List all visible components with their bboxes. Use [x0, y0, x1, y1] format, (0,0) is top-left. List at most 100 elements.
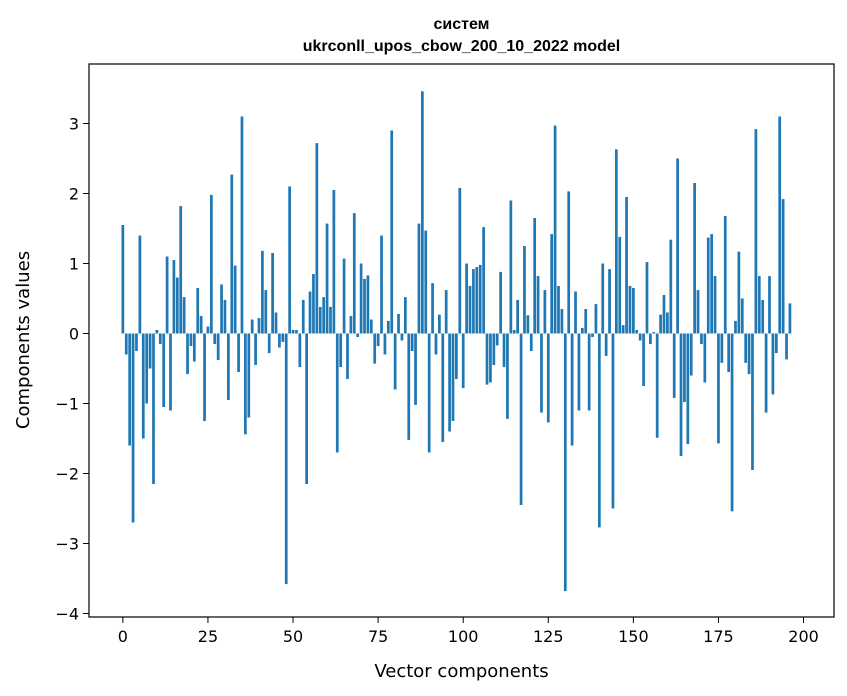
bar — [427, 333, 431, 453]
bar — [655, 333, 659, 438]
y-tick-label: −1 — [55, 395, 79, 414]
bar — [594, 304, 598, 334]
bar — [301, 299, 305, 334]
bar — [516, 299, 520, 334]
bar — [696, 290, 700, 334]
bar — [199, 316, 203, 334]
bar — [693, 183, 696, 334]
bar — [431, 283, 434, 334]
bar — [312, 274, 315, 334]
bar — [383, 333, 387, 355]
bar — [689, 333, 693, 376]
bar — [526, 315, 530, 334]
bar — [744, 333, 748, 363]
bar — [267, 333, 271, 354]
bar — [614, 149, 618, 334]
bar — [295, 330, 298, 334]
bar — [533, 218, 537, 334]
bar — [244, 333, 247, 435]
bar — [261, 250, 264, 334]
bar — [148, 333, 152, 369]
bar — [489, 333, 492, 383]
bar — [502, 333, 506, 368]
bar — [366, 275, 370, 334]
bar — [196, 288, 200, 334]
bar — [274, 312, 278, 334]
bar — [434, 333, 438, 355]
bar — [768, 276, 771, 334]
bar — [213, 333, 217, 344]
bar — [182, 297, 186, 334]
bar — [349, 316, 353, 334]
bars-group — [121, 91, 792, 592]
bar — [679, 333, 683, 456]
bar — [189, 333, 193, 347]
bar — [451, 333, 455, 421]
bar — [727, 333, 731, 372]
bar — [335, 333, 339, 453]
bar — [393, 333, 397, 390]
bar — [717, 333, 720, 444]
bar — [206, 326, 210, 334]
bar — [186, 333, 189, 375]
bar — [288, 186, 291, 334]
bar — [359, 263, 363, 334]
bar — [230, 174, 234, 334]
bar — [373, 333, 377, 364]
bar — [346, 333, 349, 379]
bar — [250, 319, 254, 334]
bar — [499, 271, 502, 334]
bar — [254, 333, 257, 365]
bar — [700, 333, 703, 344]
bar — [506, 333, 509, 419]
bar — [778, 116, 782, 334]
bar — [580, 327, 584, 334]
bar — [145, 333, 149, 404]
chart-title: систем — [434, 16, 490, 33]
bar — [421, 91, 424, 334]
bar — [223, 299, 227, 334]
bar — [570, 333, 574, 446]
bar — [645, 262, 649, 334]
bar — [764, 333, 768, 413]
bar — [683, 333, 686, 403]
bar — [475, 267, 479, 334]
y-axis-label: Components values — [13, 251, 34, 429]
bar — [424, 230, 428, 334]
bar — [611, 333, 615, 509]
bar — [550, 234, 554, 334]
bar — [329, 306, 332, 334]
y-tick-label: 2 — [69, 185, 79, 204]
bar — [642, 333, 645, 386]
bar — [305, 333, 308, 484]
bar — [730, 333, 734, 512]
bar — [363, 278, 366, 334]
bar — [482, 227, 485, 334]
bar — [523, 246, 526, 334]
bar — [512, 330, 516, 334]
bar — [713, 276, 717, 334]
bar — [203, 333, 206, 421]
bar — [492, 333, 496, 365]
bar — [720, 333, 724, 363]
bar — [455, 333, 458, 379]
y-tick-label: 1 — [69, 255, 79, 274]
bar — [417, 223, 421, 334]
bar — [723, 215, 727, 334]
bar — [192, 333, 196, 362]
bar — [209, 194, 213, 334]
bar — [128, 333, 132, 446]
bar — [774, 333, 778, 354]
x-tick-label: 75 — [368, 627, 388, 646]
bar — [584, 309, 588, 334]
bar — [567, 191, 571, 334]
bar — [734, 320, 737, 334]
bar — [121, 225, 125, 334]
bar — [652, 332, 656, 334]
bar — [754, 129, 758, 334]
bar — [666, 312, 669, 334]
chart-subtitle: ukrconll_upos_cbow_200_10_2022 model — [303, 38, 620, 55]
bar — [352, 213, 356, 334]
bar — [672, 333, 676, 398]
bar — [172, 260, 176, 334]
